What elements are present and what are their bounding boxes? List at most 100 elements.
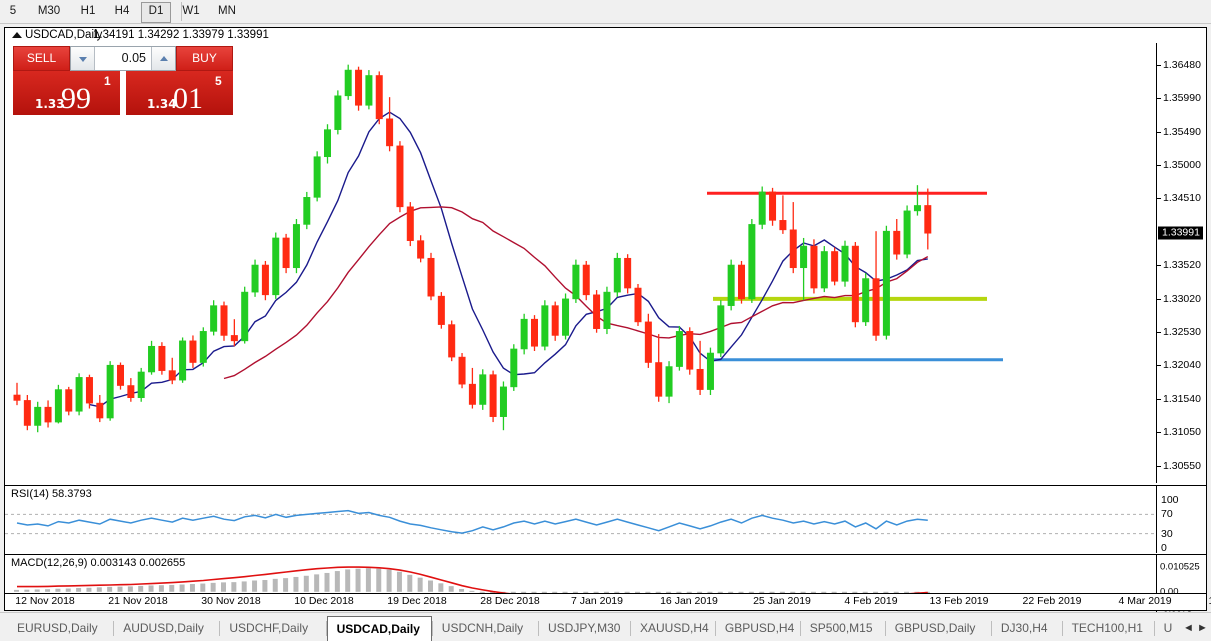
candle-body bbox=[530, 318, 538, 347]
macd-histogram-bar bbox=[252, 580, 258, 592]
candle-body bbox=[292, 224, 300, 269]
macd-histogram-bar bbox=[34, 589, 40, 592]
price-chart-pane[interactable] bbox=[5, 43, 1156, 483]
chart-tab-usdjpy-m30[interactable]: USDJPY,M30 bbox=[548, 621, 621, 635]
candle-body bbox=[65, 389, 73, 412]
candle-body bbox=[106, 364, 114, 419]
macd-histogram-bar bbox=[158, 585, 164, 592]
candle-body bbox=[800, 245, 808, 269]
chart-tab-dj30-h4[interactable]: DJ30,H4 bbox=[1000, 621, 1048, 635]
price-tick-mark bbox=[1157, 131, 1161, 133]
candle-body bbox=[96, 402, 104, 419]
chart-tab-audusd-daily[interactable]: AUDUSD,Daily bbox=[123, 621, 204, 635]
one-click-trading-panel: SELL 0.05 BUY 1.33 99 1 1.34 01 5 bbox=[13, 46, 233, 115]
price-tick-mark bbox=[1157, 97, 1161, 99]
macd-histogram-bar bbox=[365, 568, 371, 592]
tab-scroll-right-icon[interactable]: ► bbox=[1197, 622, 1208, 634]
macd-histogram-bar bbox=[262, 580, 268, 592]
time-axis-label: 16 Jan 2019 bbox=[660, 595, 718, 607]
candle-body bbox=[355, 69, 363, 106]
volume-increase-button[interactable] bbox=[151, 47, 175, 70]
macd-label: MACD(12,26,9) 0.003143 0.002655 bbox=[11, 557, 189, 569]
macd-histogram-bar bbox=[86, 587, 92, 592]
chart-tab-gbpusd-daily[interactable]: GBPUSD,Daily bbox=[894, 621, 976, 635]
buy-price-display[interactable]: 1.34 01 5 bbox=[126, 71, 233, 115]
chart-tab-gbpusd-h4[interactable]: GBPUSD,H4 bbox=[724, 621, 795, 635]
candle-body bbox=[158, 345, 166, 371]
rsi-scale: 100 70 30 0 bbox=[1156, 485, 1206, 554]
price-tick-mark bbox=[1157, 164, 1161, 166]
chart-tab-bar: EURUSD,Daily AUDUSD,Daily USDCHF,Daily USDC… bbox=[0, 612, 1211, 641]
timeframe-button-mn[interactable]: MN bbox=[218, 5, 236, 17]
volume-decrease-button[interactable] bbox=[71, 47, 95, 70]
candle-body bbox=[717, 305, 725, 354]
timeframe-button-h4[interactable]: H4 bbox=[114, 5, 130, 17]
candle-body bbox=[365, 75, 373, 106]
tab-scroll-left-icon[interactable]: ◄ bbox=[1183, 622, 1194, 634]
price-tick-label: 1.35000 bbox=[1163, 158, 1201, 171]
timeframe-button-h1[interactable]: H1 bbox=[80, 5, 96, 17]
timeframe-button-d1[interactable]: D1 bbox=[141, 2, 171, 23]
price-tick-label: 1.32040 bbox=[1163, 359, 1201, 372]
candle-body bbox=[779, 220, 787, 231]
macd-histogram-bar bbox=[376, 568, 382, 592]
macd-histogram-bar bbox=[179, 584, 185, 592]
macd-histogram-bar bbox=[303, 575, 309, 592]
macd-histogram-bar bbox=[334, 571, 340, 592]
price-tick-label: 1.35490 bbox=[1163, 125, 1201, 138]
time-axis-label: 22 Feb 2019 bbox=[1022, 595, 1082, 607]
buy-button[interactable]: BUY bbox=[176, 46, 233, 71]
candle-body bbox=[841, 245, 849, 282]
chart-tab-usdchf-daily[interactable]: USDCHF,Daily bbox=[229, 621, 309, 635]
time-axis-label: 12 Nov 2018 bbox=[15, 595, 75, 607]
chart-ohlc-values: 1.34191 1.34292 1.33979 1.33991 bbox=[93, 29, 269, 41]
sell-button[interactable]: SELL bbox=[13, 46, 70, 71]
price-tick-label: 1.34510 bbox=[1163, 192, 1201, 204]
volume-input[interactable]: 0.05 bbox=[121, 51, 146, 65]
macd-histogram-bar bbox=[396, 571, 402, 592]
candle-body bbox=[241, 291, 249, 342]
chart-tab-usdcad-daily[interactable]: USDCAD,Daily bbox=[326, 616, 432, 641]
tab-divider bbox=[1153, 621, 1155, 636]
collapse-arrow-icon[interactable] bbox=[12, 32, 22, 38]
rsi-label: RSI(14) 58.3793 bbox=[11, 488, 95, 500]
chart-tab-u[interactable]: U bbox=[1163, 621, 1173, 635]
macd-histogram-bar bbox=[241, 581, 247, 592]
timeframe-button-m30[interactable]: M30 bbox=[37, 5, 61, 17]
macd-histogram-bar bbox=[55, 588, 61, 592]
macd-histogram-bar bbox=[221, 582, 226, 592]
time-axis[interactable]: 12 Nov 2018 21 Nov 2018 30 Nov 2018 10 Dec … bbox=[5, 593, 1211, 610]
macd-histogram-bar bbox=[189, 584, 195, 592]
candle-body bbox=[593, 294, 601, 329]
rsi-tick-label: 30 bbox=[1161, 527, 1173, 540]
chart-tab-sp500-m15[interactable]: SP500,M15 bbox=[809, 621, 873, 635]
chart-tab-eurusd-daily[interactable]: EURUSD,Daily bbox=[17, 621, 98, 635]
macd-histogram-bar bbox=[14, 589, 19, 592]
price-scale[interactable]: 1.36480 1.35990 1.35490 1.35000 1.34510 1.335… bbox=[1156, 43, 1206, 483]
macd-pane[interactable]: MACD(12,26,9) 0.003143 0.002655 bbox=[5, 554, 1156, 613]
candle-body bbox=[127, 385, 135, 399]
tab-divider bbox=[990, 621, 992, 636]
candle-body bbox=[499, 386, 507, 417]
timeframe-button-5[interactable]: 5 bbox=[9, 5, 17, 17]
candle-body bbox=[872, 278, 880, 336]
candle-body bbox=[510, 348, 518, 388]
price-tick-label: 1.33020 bbox=[1163, 292, 1201, 305]
chart-symbol-header: USDCAD,Daily 1.34191 1.34292 1.33979 1.3… bbox=[5, 28, 1206, 43]
sell-price-prefix: 1.33 bbox=[35, 97, 65, 111]
macd-histogram-bar bbox=[272, 578, 278, 592]
macd-histogram-bar bbox=[293, 576, 299, 592]
chart-tab-usdcnh-daily[interactable]: USDCNH,Daily bbox=[441, 621, 524, 635]
macd-histogram-bar bbox=[169, 584, 175, 592]
candle-body bbox=[562, 298, 570, 336]
price-tick-label: 1.36480 bbox=[1163, 58, 1201, 71]
volume-stepper[interactable]: 0.05 bbox=[70, 46, 176, 71]
rsi-pane[interactable]: RSI(14) 58.3793 bbox=[5, 485, 1156, 554]
chart-tab-tech100-h1[interactable]: TECH100,H1 bbox=[1071, 621, 1143, 635]
macd-histogram-bar bbox=[65, 588, 71, 592]
sell-price-display[interactable]: 1.33 99 1 bbox=[13, 71, 120, 115]
timeframe-button-w1[interactable]: W1 bbox=[182, 5, 200, 17]
chart-symbol-label: USDCAD,Daily bbox=[25, 29, 103, 41]
chart-tab-xauusd-h4[interactable]: XAUUSD,H4 bbox=[640, 621, 709, 635]
buy-price-fraction: 5 bbox=[215, 74, 222, 88]
